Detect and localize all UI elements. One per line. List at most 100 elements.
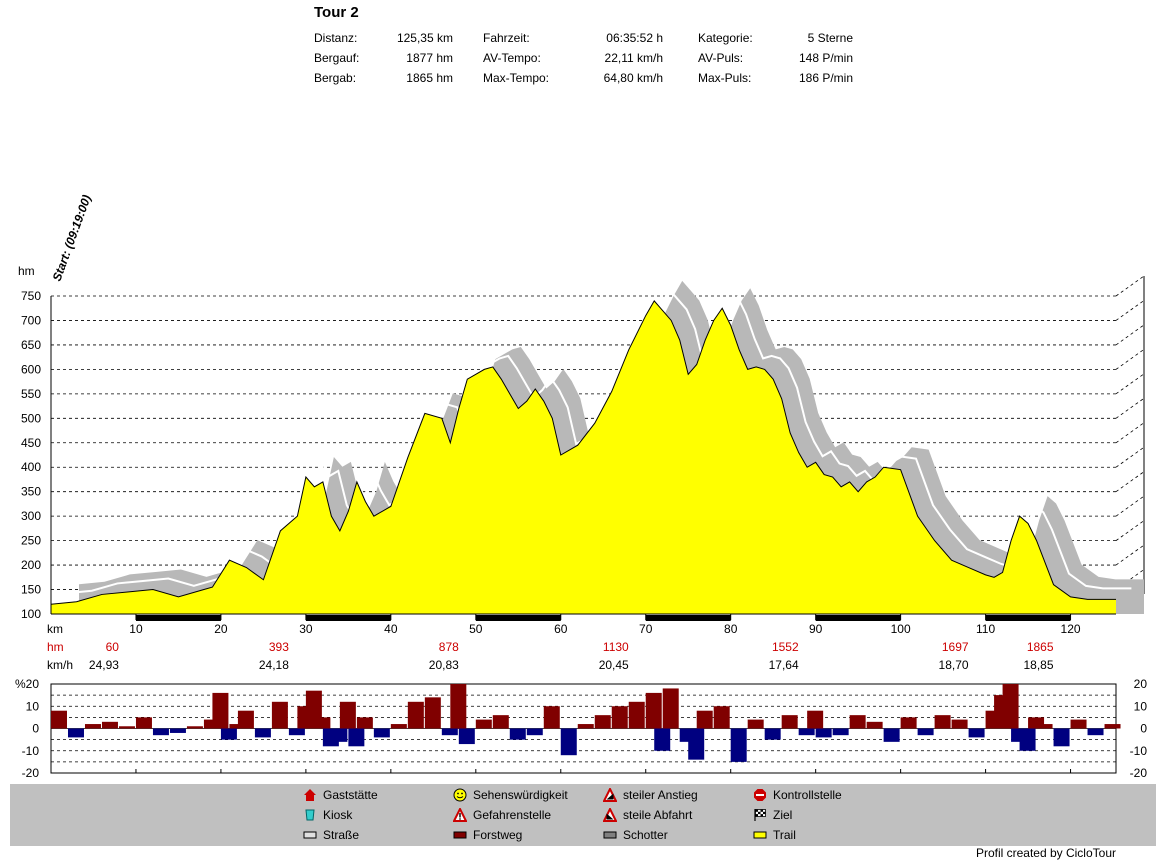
gradient-bar [934,715,951,729]
legend-label: Forstweg [473,828,523,842]
gradient-y-unit: % [15,677,26,691]
gradient-bar [747,719,764,729]
kmh-value: 24,93 [89,658,119,672]
steep-descent-icon [603,808,617,822]
km-scale-segment [815,615,901,621]
legend-item: Gefahrenstelle [453,808,551,822]
y-tick-label: 250 [21,534,41,548]
gradient-bar [543,706,560,729]
legend-item: steile Abfahrt [603,808,692,822]
gradient-bar [1053,728,1070,747]
gradient-bar [356,717,373,729]
gradient-y-tick-label: -20 [22,766,40,780]
kmh-value: 18,70 [939,658,969,672]
gradient-bar [1104,724,1121,729]
y-tick-label: 450 [21,436,41,450]
y-tick-label: 150 [21,583,41,597]
legend-item: Sehenswürdigkeit [453,788,568,802]
legend-item: Gaststätte [303,788,378,802]
y-tick-label: 350 [21,485,41,499]
gradient-bar [900,717,917,729]
gradient-bar [1019,728,1036,751]
gradient-bar [254,728,271,738]
stat-label: Bergauf: [314,51,360,65]
profile-line [50,300,1116,605]
grid-line-depth [1115,495,1145,517]
gradient-y-tick-label: 20 [26,677,40,691]
gradient-bar [203,719,220,729]
gradient-bar [849,715,866,729]
stat-value: 5 Sterne [807,31,853,45]
gradient-bar [968,728,985,738]
y-tick-label: 550 [21,387,41,401]
gradient-bar [348,728,365,747]
gradient-bar [1028,717,1045,729]
grid-line-depth [1115,446,1145,468]
stat-value: 1865 hm [406,71,453,85]
legend-label: Kiosk [323,808,353,822]
finish-flag-icon [753,808,767,822]
gradient-bar [288,728,305,736]
gradient-bar [1036,724,1053,729]
gradient-bar [51,710,67,729]
grid-line-depth [1115,300,1145,321]
gradient-bar [509,728,526,740]
kmh-value: 20,45 [599,658,629,672]
stat-label: Kategorie: [698,31,753,45]
km-scale-segment [475,615,561,621]
stat-label: Max-Puls: [698,71,752,85]
hm-value: 1552 [772,640,799,654]
legend-label: Gaststätte [323,788,378,802]
gradient-bar [713,706,730,729]
km-row-label: km [47,622,63,636]
y-tick-label: 750 [21,289,41,303]
start-label: Start: (09:19:00) [50,193,94,283]
gradient-bar [492,715,509,729]
kmh-value: 24,18 [259,658,289,672]
steep-climb-icon [603,788,617,802]
profile-area [51,300,1116,614]
legend-label: steiler Anstieg [623,788,698,802]
y-tick-label: 400 [21,460,41,474]
y-tick-label: 100 [21,607,41,621]
stat-label: AV-Puls: [698,51,744,65]
gradient-bar [628,701,645,729]
gradient-bar [1087,728,1104,736]
gradient-bar [866,721,883,729]
gradient-bar [424,697,441,729]
kmh-row-label: km/h [47,658,73,672]
grid-line-depth [1115,520,1145,541]
grid-line-depth [1115,373,1145,395]
stat-value: 64,80 km/h [603,71,663,85]
kmh-value: 17,64 [769,658,799,672]
gradient-bar [441,728,458,736]
stat-label: Bergab: [314,71,357,85]
y-axis-label: hm [18,264,35,278]
legend-label: Gefahrenstelle [473,808,552,822]
legend-label: Kontrollstelle [773,788,842,802]
legend-label: Ziel [773,808,793,822]
x-tick-label: 90 [809,622,823,636]
gradient-bar [212,692,229,729]
gradient-bar [807,710,824,729]
kmh-value: 18,85 [1024,658,1054,672]
hm-value: 878 [439,640,459,654]
gradient-bar [883,728,900,742]
gradient-bar [220,728,237,740]
hm-value: 1865 [1027,640,1054,654]
gradient-bar [560,728,577,756]
stat-label: Max-Tempo: [483,71,550,85]
gradient-right-tick-label: 0 [1140,722,1147,736]
gradient-y-tick-label: 0 [32,722,39,736]
x-tick-label: 70 [639,622,653,636]
grid-line-depth [1115,349,1145,370]
gradient-y-tick-label: -10 [22,744,40,758]
gradient-right-tick-label: -10 [1130,744,1148,758]
hm-row-label: hm [47,640,64,654]
x-tick-label: 100 [891,622,911,636]
km-scale-segment [645,615,731,621]
gradient-bar [798,728,815,736]
stat-value: 22,11 km/h [604,51,663,65]
legend-item: Kiosk [303,808,352,822]
gradient-bar [781,715,798,729]
